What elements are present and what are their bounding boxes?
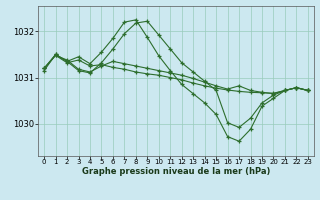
X-axis label: Graphe pression niveau de la mer (hPa): Graphe pression niveau de la mer (hPa) bbox=[82, 167, 270, 176]
